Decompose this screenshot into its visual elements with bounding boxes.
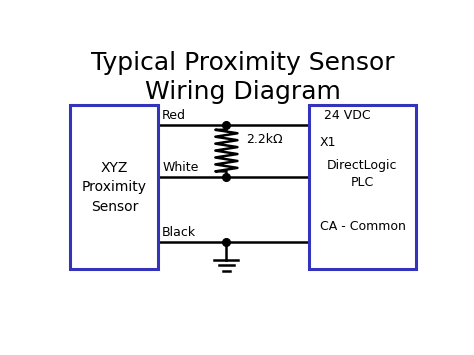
Text: X1: X1 (320, 136, 337, 149)
Text: Red: Red (162, 109, 186, 122)
Text: DirectLogic
PLC: DirectLogic PLC (327, 159, 398, 189)
Text: XYZ
Proximity
Sensor: XYZ Proximity Sensor (82, 161, 147, 214)
Text: Black: Black (162, 226, 196, 239)
Text: White: White (162, 161, 199, 174)
FancyBboxPatch shape (70, 105, 158, 269)
FancyBboxPatch shape (309, 105, 416, 269)
Text: 24 VDC: 24 VDC (324, 109, 370, 122)
Text: 2.2kΩ: 2.2kΩ (246, 133, 283, 146)
Text: Typical Proximity Sensor
Wiring Diagram: Typical Proximity Sensor Wiring Diagram (91, 51, 395, 104)
Text: CA - Common: CA - Common (320, 220, 406, 233)
